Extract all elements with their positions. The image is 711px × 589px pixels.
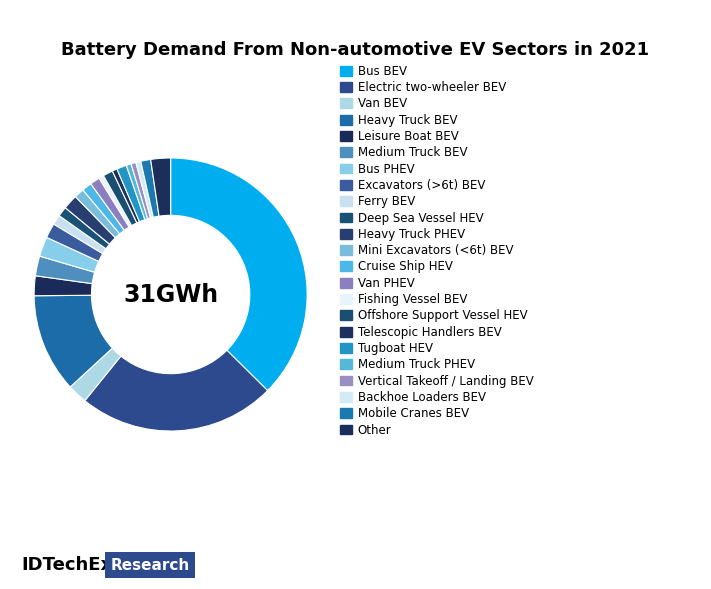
Wedge shape (171, 158, 307, 391)
Wedge shape (83, 184, 124, 234)
Wedge shape (104, 171, 137, 226)
Wedge shape (151, 158, 171, 216)
Wedge shape (112, 169, 139, 223)
Wedge shape (47, 224, 103, 262)
Wedge shape (34, 295, 112, 387)
Wedge shape (85, 350, 267, 431)
Legend: Bus BEV, Electric two-wheeler BEV, Van BEV, Heavy Truck BEV, Leisure Boat BEV, M: Bus BEV, Electric two-wheeler BEV, Van B… (340, 65, 533, 436)
Wedge shape (34, 276, 92, 296)
Wedge shape (136, 161, 154, 218)
Wedge shape (59, 208, 109, 249)
Wedge shape (127, 164, 148, 220)
Wedge shape (40, 237, 99, 272)
Wedge shape (70, 348, 121, 401)
Wedge shape (99, 176, 132, 227)
Text: IDTechEx: IDTechEx (21, 556, 112, 574)
Wedge shape (54, 216, 106, 254)
Wedge shape (141, 160, 159, 217)
Wedge shape (131, 163, 151, 219)
Text: Battery Demand From Non-automotive EV Sectors in 2021: Battery Demand From Non-automotive EV Se… (61, 41, 650, 59)
Wedge shape (117, 166, 145, 221)
Wedge shape (75, 190, 119, 238)
Text: 31GWh: 31GWh (123, 283, 218, 306)
Text: Research: Research (110, 558, 189, 573)
Wedge shape (65, 197, 115, 244)
Wedge shape (91, 178, 129, 230)
Wedge shape (36, 256, 95, 284)
